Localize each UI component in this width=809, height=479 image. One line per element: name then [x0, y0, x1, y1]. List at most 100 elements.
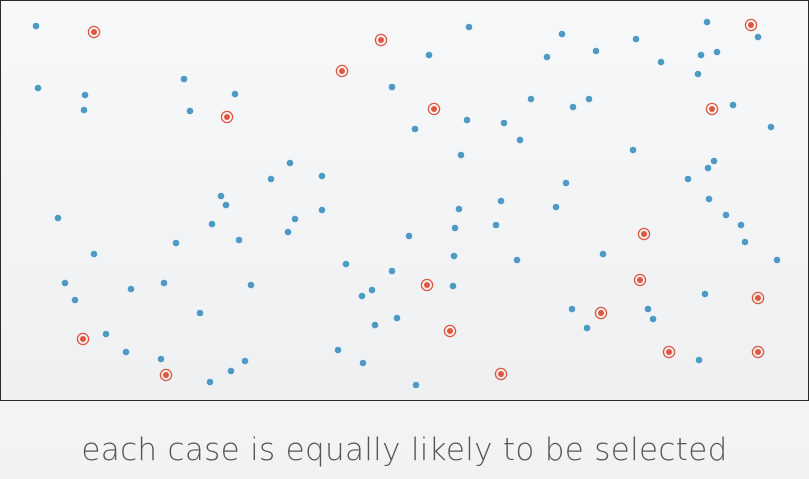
population-dot	[222, 201, 230, 209]
population-dot	[172, 239, 180, 247]
selected-dot	[443, 324, 457, 338]
selected-dot	[420, 278, 434, 292]
population-dot	[412, 381, 420, 389]
selected-dot	[751, 345, 765, 359]
selected-dot	[374, 33, 388, 47]
population-dot	[157, 355, 165, 363]
population-dot	[359, 359, 367, 367]
population-dot	[729, 101, 737, 109]
selected-dot	[494, 367, 508, 381]
population-dot	[405, 232, 413, 240]
selected-dot	[76, 332, 90, 346]
population-dot	[629, 146, 637, 154]
population-dot	[644, 305, 652, 313]
population-dot	[527, 95, 535, 103]
population-dot	[411, 125, 419, 133]
population-dot	[704, 164, 712, 172]
population-dot	[741, 238, 749, 246]
population-dot	[562, 179, 570, 187]
population-dot	[568, 305, 576, 313]
population-dot	[558, 30, 566, 38]
population-dot	[371, 321, 379, 329]
population-dot	[649, 315, 657, 323]
population-dot	[180, 75, 188, 83]
population-dot	[500, 119, 508, 127]
population-dot	[217, 192, 225, 200]
population-dot	[657, 58, 665, 66]
population-dot	[492, 221, 500, 229]
population-dot	[543, 53, 551, 61]
population-dot	[227, 367, 235, 375]
population-dot	[455, 205, 463, 213]
population-dot	[425, 51, 433, 59]
population-dot	[34, 84, 42, 92]
population-dot	[457, 151, 465, 159]
population-dot	[160, 279, 168, 287]
population-dot	[186, 107, 194, 115]
population-dot	[318, 172, 326, 180]
population-dot	[705, 195, 713, 203]
population-dot	[463, 116, 471, 124]
population-dot	[241, 357, 249, 365]
selected-dot	[220, 110, 234, 124]
selected-dot	[751, 291, 765, 305]
population-dot	[767, 123, 775, 131]
population-dot	[206, 378, 214, 386]
population-dot	[231, 90, 239, 98]
population-dot	[703, 18, 711, 26]
population-scatter	[32, 18, 781, 389]
population-dot	[710, 157, 718, 165]
population-dot	[81, 91, 89, 99]
population-dot	[583, 324, 591, 332]
population-dot	[697, 51, 705, 59]
selected-dot	[662, 345, 676, 359]
population-dot	[701, 290, 709, 298]
selected-dot	[594, 306, 608, 320]
population-dot	[54, 214, 62, 222]
selected-dot	[427, 102, 441, 116]
population-dot	[235, 236, 243, 244]
population-dot	[552, 203, 560, 211]
population-dot	[632, 35, 640, 43]
population-dot	[61, 279, 69, 287]
population-dot	[267, 175, 275, 183]
population-dot	[196, 309, 204, 317]
population-dot	[585, 95, 593, 103]
selected-dot	[705, 102, 719, 116]
population-dot	[208, 220, 216, 228]
population-dot	[32, 22, 40, 30]
population-dot	[393, 314, 401, 322]
population-frame	[0, 0, 809, 401]
population-dot	[713, 48, 721, 56]
population-dot	[388, 83, 396, 91]
population-dot	[291, 215, 299, 223]
population-dot	[465, 23, 473, 31]
population-dot	[497, 197, 505, 205]
population-dot	[754, 33, 762, 41]
population-dot	[358, 292, 366, 300]
population-dot	[90, 250, 98, 258]
population-dot	[71, 296, 79, 304]
population-dot	[737, 221, 745, 229]
selected-dot	[637, 227, 651, 241]
population-dot	[516, 136, 524, 144]
population-dot	[450, 252, 458, 260]
population-dot	[722, 211, 730, 219]
selected-dot	[335, 64, 349, 78]
population-dot	[342, 260, 350, 268]
population-dot	[80, 106, 88, 114]
selected-dot	[633, 273, 647, 287]
population-dot	[684, 175, 692, 183]
population-dot	[694, 70, 702, 78]
population-dot	[368, 286, 376, 294]
population-dot	[102, 330, 110, 338]
slide-caption: each case is equally likely to be select…	[81, 432, 728, 468]
population-dot	[247, 281, 255, 289]
population-dot	[569, 103, 577, 111]
population-dot	[284, 228, 292, 236]
population-dot	[695, 356, 703, 364]
population-dot	[773, 256, 781, 264]
selected-dot	[159, 368, 173, 382]
selected-dot	[744, 18, 758, 32]
